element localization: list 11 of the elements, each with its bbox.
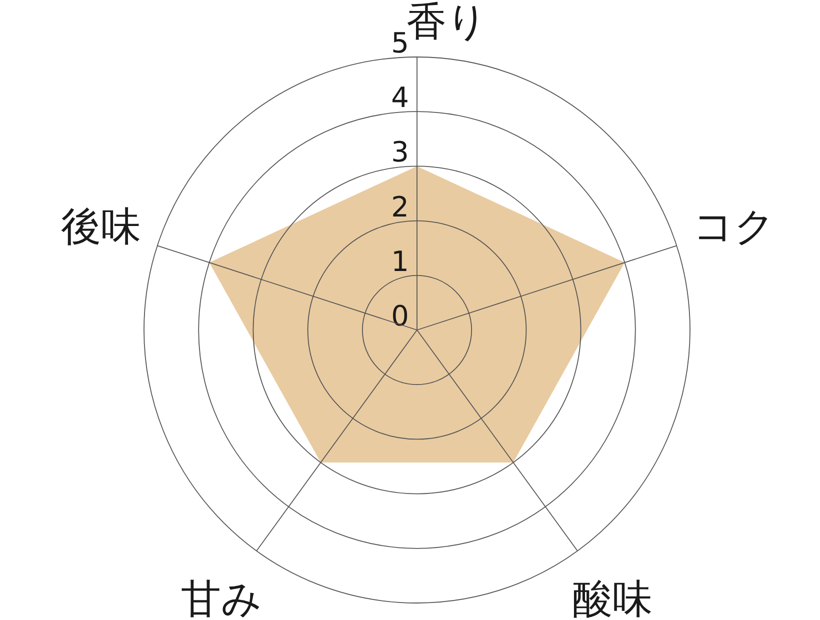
y-tick-label: 1 bbox=[391, 244, 409, 278]
spoke-label: 香り bbox=[406, 0, 488, 45]
y-tick-label: 2 bbox=[391, 190, 409, 224]
y-tick-label: 3 bbox=[391, 136, 409, 169]
spoke-label: 甘み bbox=[180, 576, 262, 620]
y-tick-label: 4 bbox=[391, 81, 409, 114]
y-tick-label: 5 bbox=[391, 26, 409, 60]
spoke-label: コク bbox=[692, 204, 775, 250]
spoke-label: 酸味 bbox=[572, 576, 653, 620]
y-tick-label: 0 bbox=[391, 300, 409, 332]
spoke-label: 後味 bbox=[60, 204, 141, 250]
